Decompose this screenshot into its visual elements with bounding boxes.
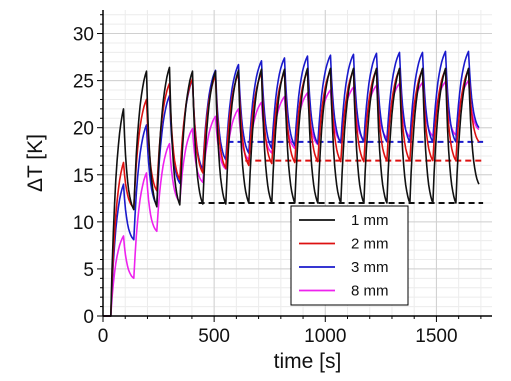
y-tick-label: 25	[73, 72, 94, 93]
tick-marks	[97, 14, 482, 322]
y-tick-label: 0	[83, 307, 94, 328]
y-tick-label: 10	[73, 213, 94, 234]
y-axis-title: ΔT [K]	[24, 134, 47, 192]
y-tick-labels: 0 5 10 15 20 25 30	[73, 25, 94, 328]
legend-label: 2 mm	[351, 236, 389, 253]
series-lines	[103, 50, 480, 317]
legend-label: 3 mm	[351, 259, 389, 276]
axes	[102, 10, 492, 317]
x-tick-label: 1000	[304, 326, 346, 347]
y-tick-label: 5	[83, 260, 94, 281]
x-tick-label: 1500	[415, 326, 457, 347]
y-tick-label: 30	[73, 25, 94, 46]
series-line-1mm	[103, 66, 480, 317]
legend-label: 1 mm	[351, 212, 389, 229]
y-tick-label: 15	[73, 166, 94, 187]
y-tick-label: 20	[73, 119, 94, 140]
legend-box	[290, 205, 409, 306]
x-axis-title: time [s]	[274, 350, 342, 373]
legend: 1 mm 2 mm 3 mm 8 mm	[290, 205, 409, 306]
x-tick-label: 500	[198, 326, 230, 347]
x-tick-labels: 0 500 1000 1500	[98, 326, 458, 347]
legend-label: 8 mm	[351, 283, 389, 300]
x-tick-label: 0	[98, 326, 109, 347]
